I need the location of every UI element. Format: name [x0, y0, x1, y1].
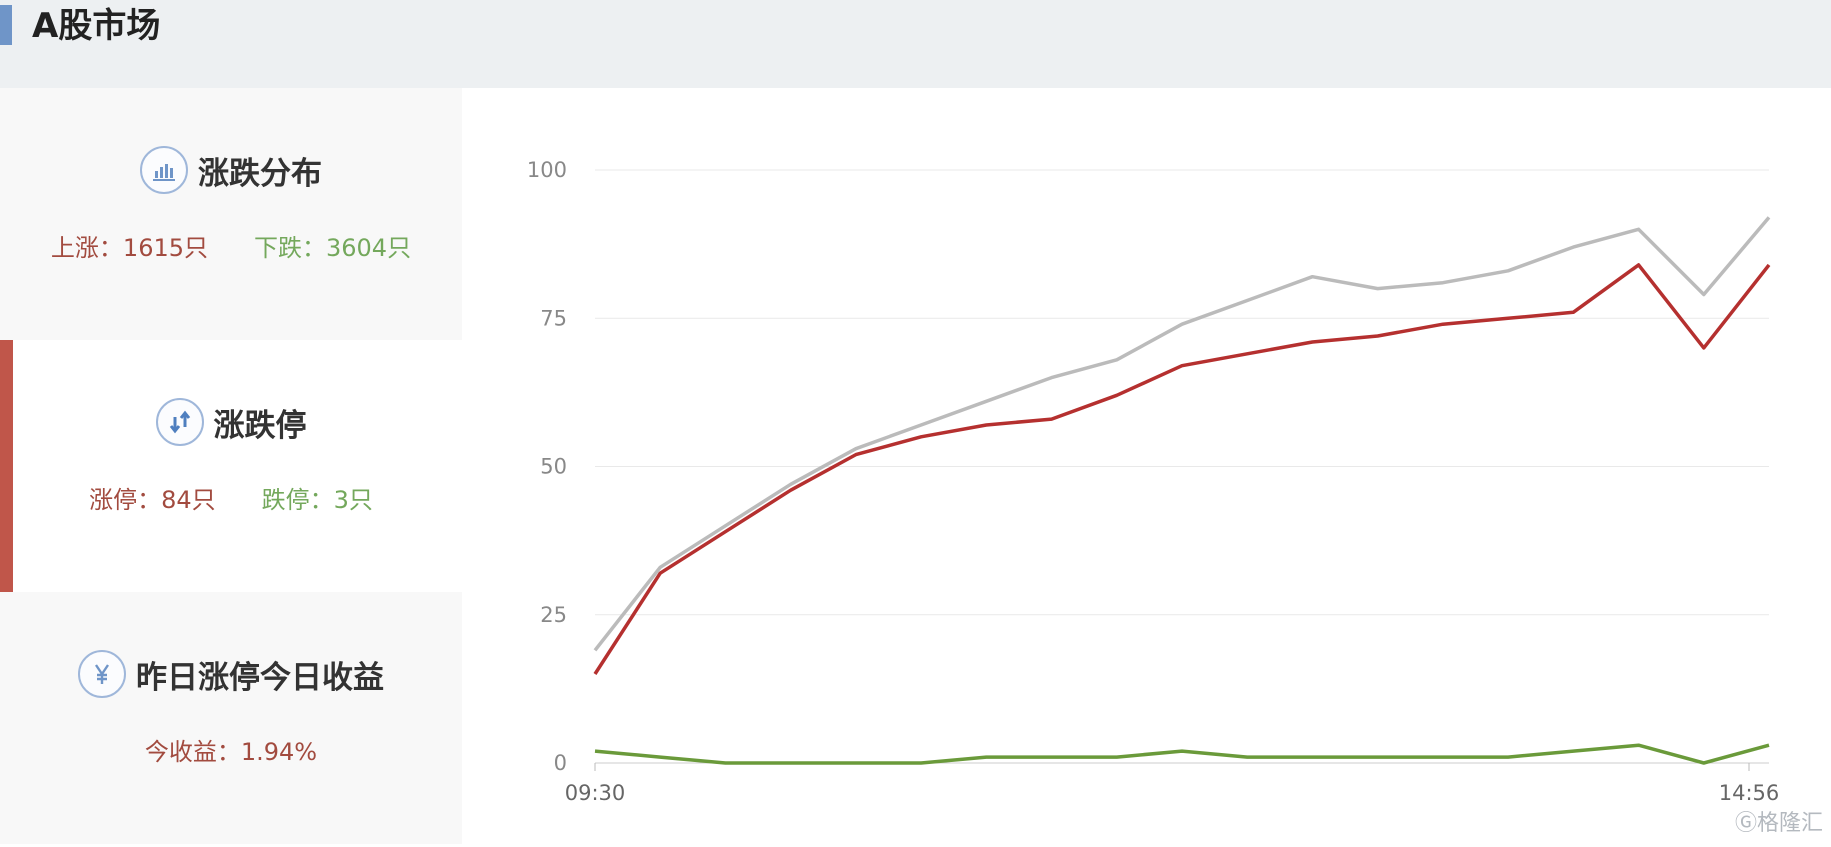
series-lines: [593, 216, 1771, 765]
panel-title: 涨跌分布: [198, 155, 322, 192]
panel-head: 涨跌停: [0, 394, 462, 450]
series-line-red: [593, 263, 1771, 675]
panel-limit-up-down[interactable]: 涨跌停 涨停：84只 跌停：3只: [0, 340, 462, 592]
stat-limit-down-count: 跌停：3只: [261, 486, 373, 514]
y-tick-label: 25: [540, 603, 567, 627]
panel-stats: 涨停：84只 跌停：3只: [0, 480, 462, 515]
panel-title: 昨日涨停今日收益: [136, 659, 384, 696]
series-line-green: [594, 743, 1770, 765]
y-tick-label: 75: [540, 306, 567, 330]
x-tick-label: 09:30: [565, 781, 626, 805]
page-title: A股市场: [32, 6, 161, 46]
y-axis-ticks: 0 25 50 75 100: [527, 158, 567, 775]
y-tick-label: 50: [540, 455, 567, 479]
active-indicator-bar: [0, 340, 13, 592]
up-down-arrows-icon: [155, 398, 204, 446]
y-tick-label: 100: [527, 158, 567, 182]
sidebar: 涨跌分布 上涨：1615只 下跌：3604只 涨跌停 涨停：84只 跌停：3只: [0, 88, 462, 844]
bar-chart-icon: [140, 146, 188, 194]
watermark-logo: Ⓖ格隆汇: [1734, 811, 1823, 836]
header-accent-bar: [0, 5, 12, 45]
x-tick-label: 14:56: [1719, 781, 1780, 805]
panel-head: 昨日涨停今日收益: [0, 646, 462, 702]
panel-title: 涨跌停: [213, 407, 307, 444]
panel-stats: 上涨：1615只 下跌：3604只: [0, 228, 462, 263]
line-chart: 0 25 50 75 100 09:30 14:56: [527, 158, 1780, 805]
series-line-gray: [593, 216, 1771, 652]
panel-rise-fall-distribution[interactable]: 涨跌分布 上涨：1615只 下跌：3604只: [0, 88, 462, 340]
stat-limit-up-count: 涨停：84只: [89, 486, 216, 514]
stat-fall-count: 下跌：3604只: [254, 234, 412, 262]
yen-icon: [78, 650, 126, 698]
panel-yesterday-limit-up-return[interactable]: 昨日涨停今日收益 今收益：1.94%: [0, 592, 462, 844]
chart-area: 0 25 50 75 100 09:30 14:56: [462, 88, 1831, 843]
stat-rise-count: 上涨：1615只: [50, 234, 208, 262]
grid-lines: [595, 169, 1769, 764]
stat-today-return: 今收益：1.94%: [144, 738, 318, 766]
x-axis-ticks: 09:30 14:56: [565, 763, 1780, 805]
panel-head: 涨跌分布: [0, 142, 462, 198]
section-header: A股市场: [0, 0, 1831, 88]
panel-stats: 今收益：1.94%: [0, 732, 462, 767]
y-tick-label: 0: [554, 751, 567, 775]
